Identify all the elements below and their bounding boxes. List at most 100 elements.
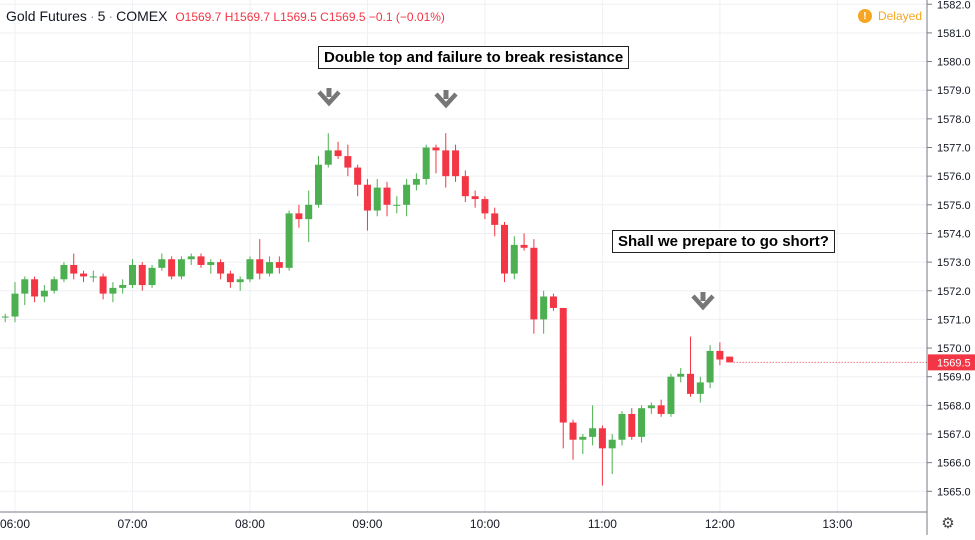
candle-body <box>726 356 734 363</box>
y-tick-label: 1580.0 <box>937 57 971 69</box>
candle <box>726 356 734 363</box>
candle-body <box>158 259 166 268</box>
candle <box>40 285 48 303</box>
y-tick-label: 1571.0 <box>937 314 971 326</box>
candle <box>246 256 254 283</box>
candle <box>324 133 332 168</box>
candle-body <box>305 204 313 220</box>
candle <box>295 204 303 228</box>
arrow-down-icon <box>317 88 341 107</box>
candle-body <box>285 213 293 268</box>
candle-body <box>1 316 9 318</box>
y-tick-label: 1582.0 <box>937 0 971 11</box>
y-tick-label: 1568.0 <box>937 400 971 412</box>
change-value: −0.1 (−0.01%) <box>368 10 445 24</box>
candle-body <box>295 213 303 220</box>
candle-body <box>334 150 342 157</box>
candle <box>608 434 616 475</box>
y-tick-label: 1575.0 <box>937 200 971 212</box>
open-value: 1569.7 <box>184 10 222 24</box>
last-price-label: 1569.5 <box>937 357 971 369</box>
candle-body <box>716 350 724 360</box>
candle-body <box>373 187 381 211</box>
symbol-name[interactable]: Gold Futures <box>6 8 87 24</box>
x-tick-label: 08:00 <box>235 517 265 531</box>
candle-body <box>696 382 704 394</box>
annotation-short[interactable]: Shall we prepare to go short? <box>612 230 835 253</box>
candle-body <box>60 264 68 280</box>
y-tick-label: 1572.0 <box>937 286 971 298</box>
candle-body <box>168 259 176 277</box>
candle-body <box>667 376 675 414</box>
candle <box>128 259 136 288</box>
candle-body <box>530 247 538 320</box>
candle-body <box>40 290 48 297</box>
candle <box>559 307 567 449</box>
candle <box>667 373 675 417</box>
y-tick-label: 1576.0 <box>937 171 971 183</box>
high-label: H <box>224 10 234 24</box>
candle-body <box>50 279 58 291</box>
candle <box>21 276 29 306</box>
candle-body <box>246 259 254 280</box>
candle <box>589 405 597 446</box>
candle <box>275 256 283 274</box>
candle <box>638 405 646 443</box>
candle <box>109 282 117 303</box>
candle <box>99 273 107 300</box>
exchange: COMEX <box>116 8 168 24</box>
arrow-down-icon <box>434 90 458 109</box>
candle <box>314 156 322 208</box>
candle-body <box>510 244 518 274</box>
candle-body <box>657 405 665 414</box>
candle-body <box>217 262 225 274</box>
candle <box>31 276 39 303</box>
y-tick-label: 1567.0 <box>937 429 971 441</box>
candle-body <box>197 256 205 265</box>
x-tick-label: 10:00 <box>470 517 500 531</box>
candle-body <box>207 262 215 265</box>
gear-icon[interactable]: ⚙ <box>941 515 955 532</box>
grid <box>0 0 927 512</box>
candle-body <box>89 276 97 278</box>
candle-body <box>638 408 646 437</box>
annotation-double-top[interactable]: Double top and failure to break resistan… <box>318 46 630 69</box>
candle-body <box>363 184 371 211</box>
candle-body <box>266 262 274 274</box>
candle <box>491 207 499 237</box>
ohlc-values: O1569.7 H1569.7 L1569.5 C1569.5 −0.1 (−0… <box>175 10 445 24</box>
candle <box>481 196 489 220</box>
candle-body <box>520 244 528 248</box>
candle <box>1 313 9 323</box>
candle <box>677 368 685 383</box>
delayed-badge[interactable]: ! Delayed <box>857 9 922 23</box>
candle <box>618 411 626 446</box>
candle-body <box>177 259 185 277</box>
candle <box>373 179 381 217</box>
candle <box>158 253 166 271</box>
candle <box>256 239 264 280</box>
candle-body <box>569 422 577 440</box>
candle-body <box>608 439 616 449</box>
candle-body <box>598 428 606 449</box>
candle <box>217 259 225 280</box>
interval[interactable]: 5 <box>97 8 106 24</box>
candle-body <box>393 204 401 206</box>
candle <box>236 276 244 291</box>
candle <box>716 342 724 366</box>
candle <box>657 399 665 417</box>
candle <box>285 210 293 271</box>
candle <box>11 282 19 323</box>
candle <box>696 376 704 403</box>
candle-body <box>687 373 695 394</box>
candle <box>60 262 68 283</box>
candle <box>226 270 234 288</box>
candle-body <box>628 413 636 437</box>
candle-body <box>31 279 39 297</box>
candle-body <box>471 196 479 200</box>
candle-body <box>501 224 508 274</box>
candle-body <box>344 156 352 168</box>
